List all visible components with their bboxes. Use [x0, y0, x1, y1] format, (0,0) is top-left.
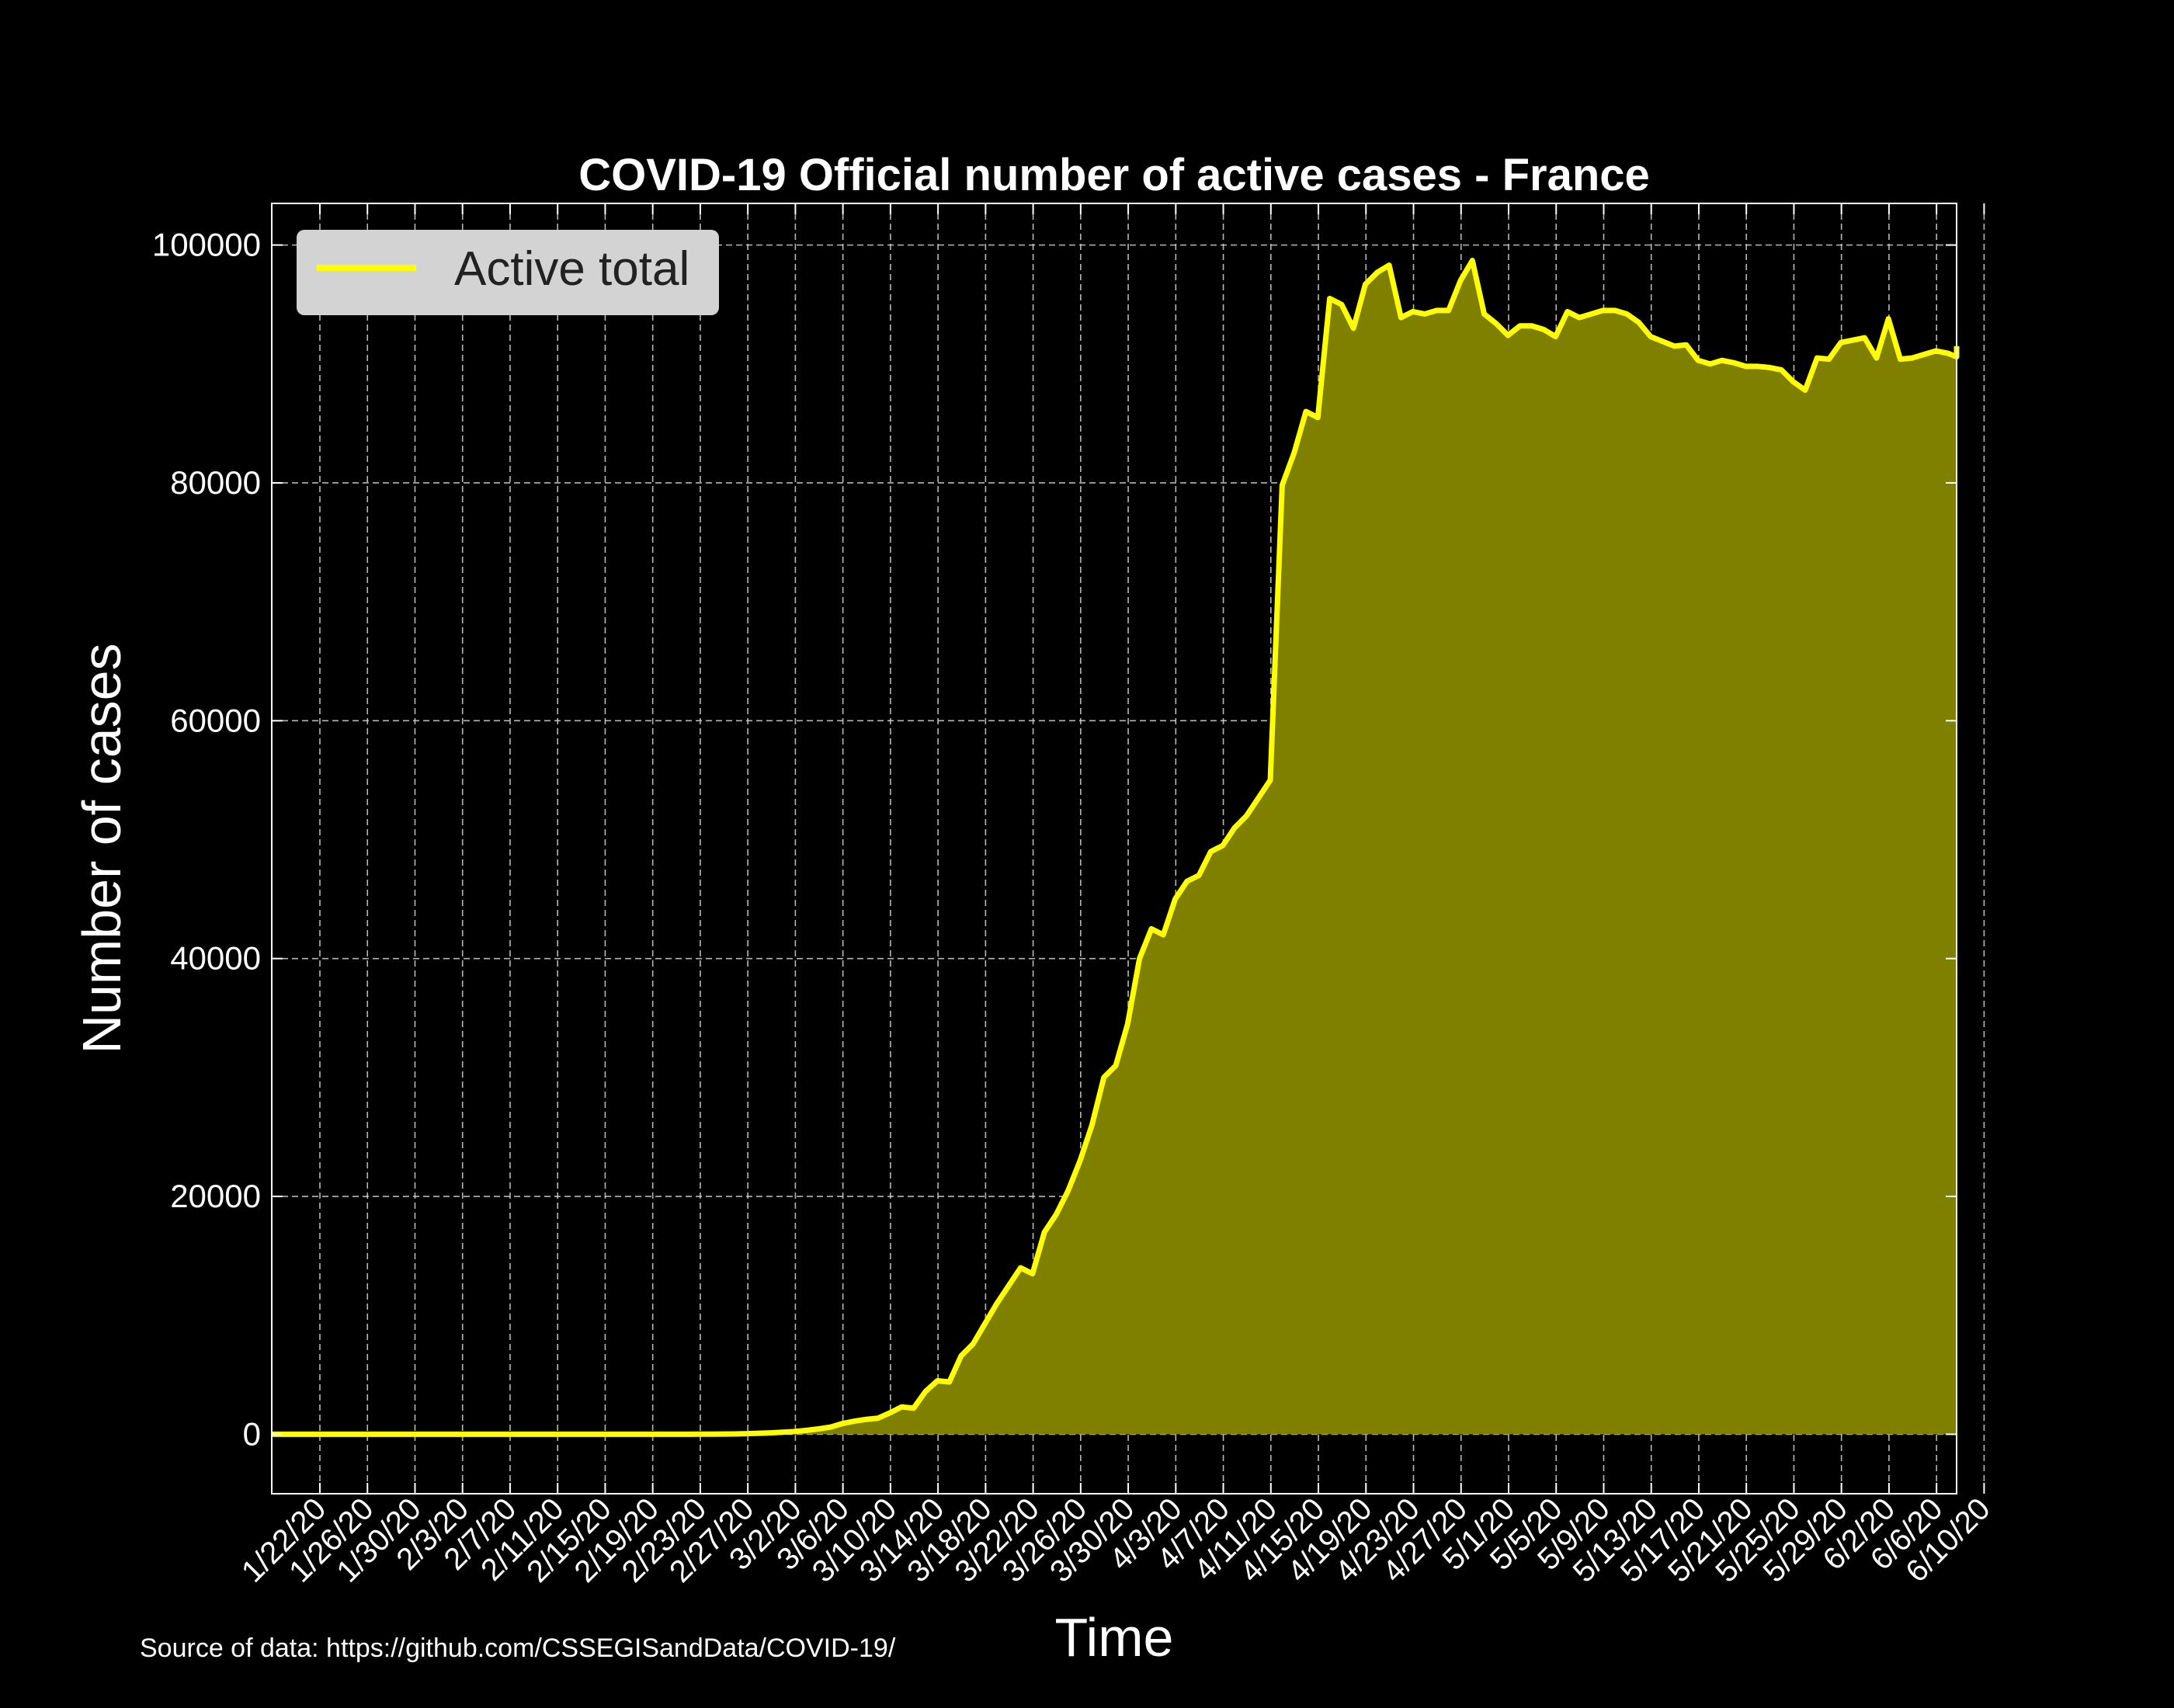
- y-axis-ticks: 0 20000 40000 60000 80000 100000: [152, 227, 1957, 1452]
- y-tick-label: 60000: [170, 702, 261, 738]
- plot-area: [272, 258, 1960, 1437]
- x-axis-label: Time: [1055, 1607, 1174, 1668]
- plot-frame: [271, 203, 1957, 1494]
- y-tick-label: 0: [243, 1415, 261, 1452]
- y-axis-label: Number of cases: [71, 643, 132, 1054]
- y-tick-label: 100000: [152, 227, 261, 263]
- y-tick-label: 80000: [170, 464, 261, 501]
- source-note: Source of data: https://github.com/CSSEG…: [140, 1633, 896, 1663]
- line-active-total: [272, 258, 1960, 1437]
- y-tick-label: 20000: [170, 1178, 261, 1214]
- legend-label-active-total: Active total: [454, 242, 689, 296]
- y-tick-label: 40000: [170, 940, 261, 977]
- chart-title: COVID-19 Official number of active cases…: [578, 150, 1650, 200]
- legend-box: [297, 230, 719, 315]
- legend: Active total: [297, 230, 719, 315]
- area-fill-active-total: [272, 260, 1957, 1435]
